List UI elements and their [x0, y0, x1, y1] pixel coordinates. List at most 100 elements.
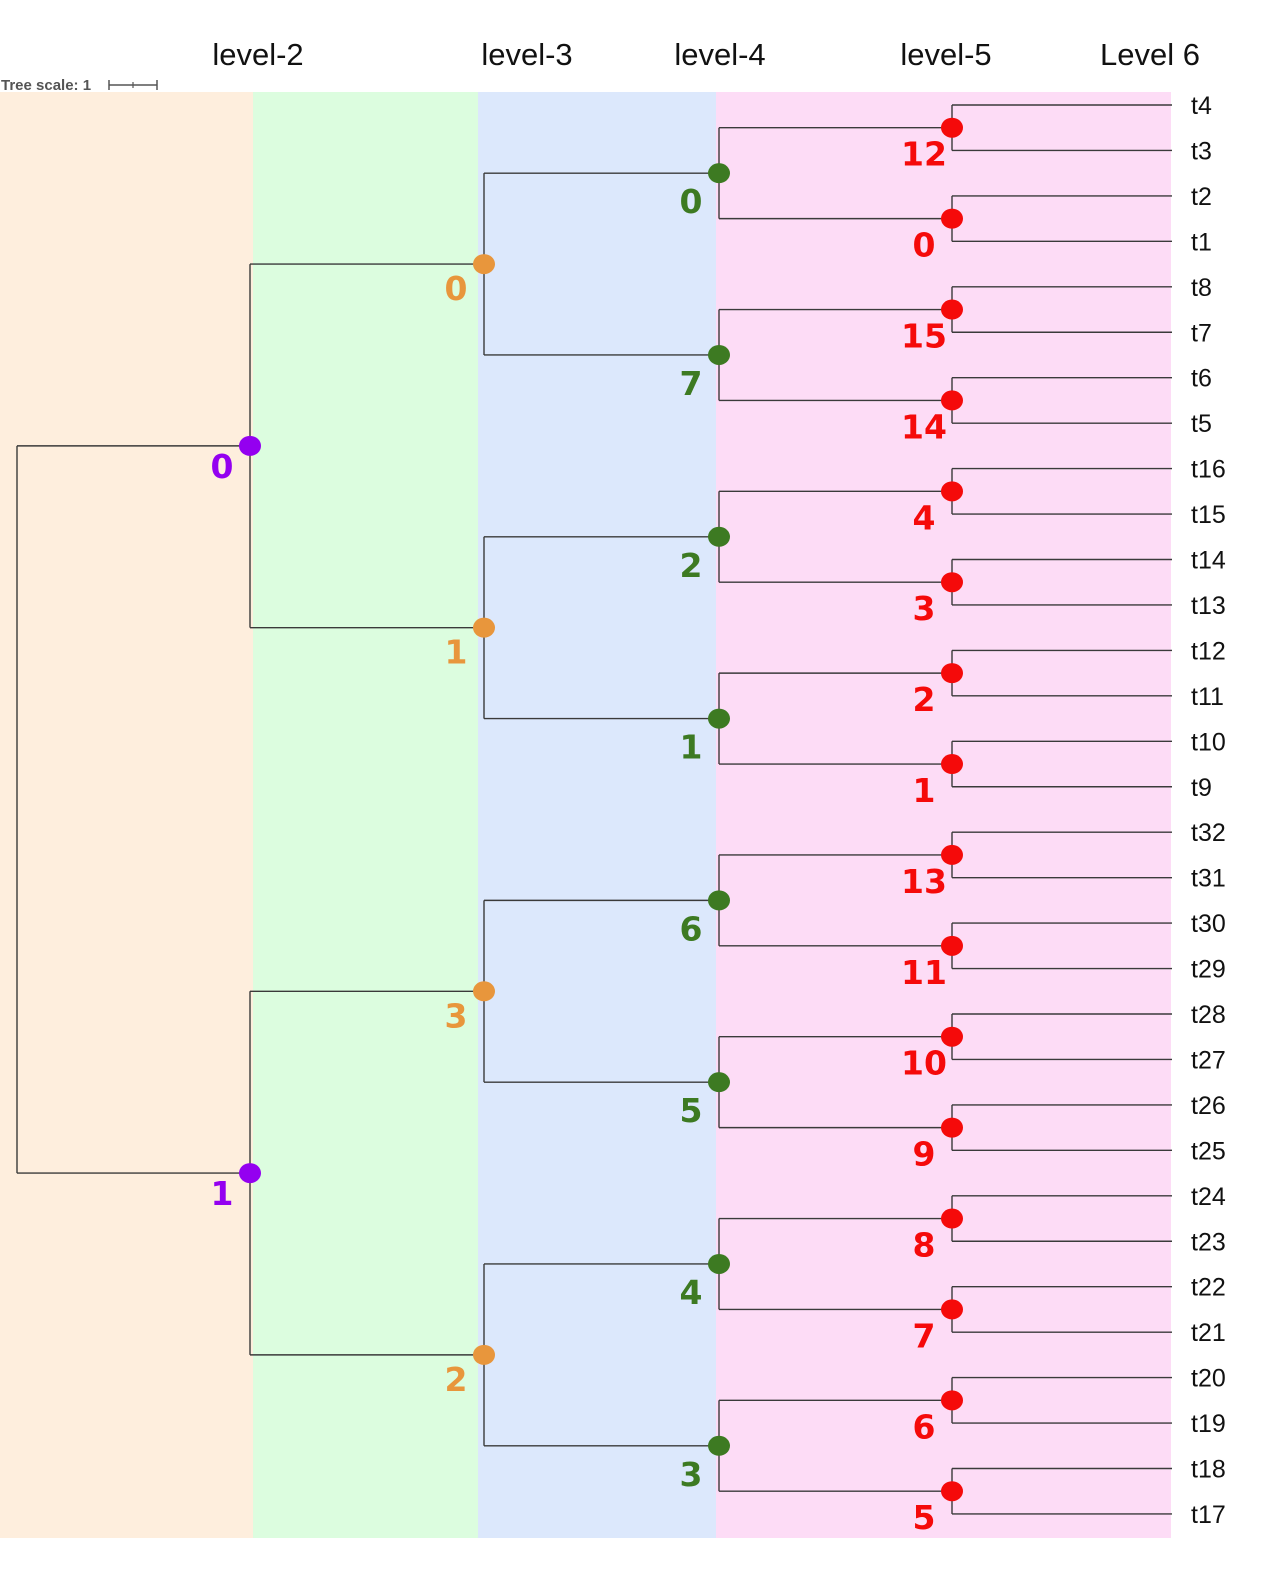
- tree-scale-label: Tree scale: 1: [1, 77, 91, 94]
- node-label-level-5: 4: [913, 498, 936, 537]
- level-band-5: [716, 92, 1171, 1538]
- level-header-3: level-3: [481, 37, 572, 72]
- leaf-label: t12: [1191, 637, 1226, 665]
- node-label-level-2: 1: [211, 1174, 234, 1213]
- leaf-label: t28: [1191, 1001, 1226, 1029]
- leaf-label: t8: [1191, 274, 1212, 302]
- node-label-level-4: 1: [680, 728, 703, 767]
- node-marker-level-5: [941, 844, 963, 865]
- leaf-label: t18: [1191, 1456, 1226, 1484]
- node-label-level-5: 7: [913, 1316, 936, 1355]
- node-label-level-4: 5: [680, 1091, 703, 1130]
- node-marker-level-4: [708, 344, 730, 365]
- node-marker-level-5: [941, 572, 963, 593]
- node-label-level-5: 8: [913, 1226, 936, 1265]
- leaf-label: t1: [1191, 228, 1212, 256]
- node-marker-level-5: [941, 299, 963, 320]
- leaf-label: t20: [1191, 1365, 1226, 1393]
- leaf-label: t24: [1191, 1183, 1226, 1211]
- leaf-label: t23: [1191, 1228, 1226, 1256]
- node-marker-level-5: [941, 1390, 963, 1411]
- node-label-level-4: 0: [680, 182, 703, 221]
- node-label-level-5: 11: [901, 953, 947, 992]
- leaf-label: t29: [1191, 956, 1226, 984]
- node-label-level-3: 3: [445, 996, 468, 1035]
- node-label-level-5: 5: [913, 1498, 936, 1537]
- node-marker-level-5: [941, 390, 963, 411]
- leaf-label: t10: [1191, 728, 1226, 756]
- node-marker-level-5: [941, 935, 963, 956]
- leaf-labels: t4 t3 t2 t1 t8 t7 t6 t5 t16 t15 t14 t13 t12 t11 t10 t9 t…: [1191, 92, 1226, 1529]
- node-marker-level-4: [708, 526, 730, 547]
- node-label-level-5: 13: [901, 862, 947, 901]
- node-marker-level-4: [708, 708, 730, 729]
- leaf-label: t4: [1191, 92, 1212, 120]
- leaf-label: t25: [1191, 1137, 1226, 1165]
- leaf-label: t22: [1191, 1274, 1226, 1302]
- node-marker-level-4: [708, 890, 730, 911]
- level-headers: level-2 level-3 level-4 level-5 Level 6: [212, 37, 1200, 72]
- node-label-level-5: 14: [901, 407, 947, 446]
- node-label-level-3: 1: [445, 633, 468, 672]
- tree-scale-bar-icon: [108, 80, 158, 90]
- node-label-level-5: 15: [901, 317, 947, 356]
- node-marker-level-5: [941, 1481, 963, 1502]
- leaf-label: t30: [1191, 910, 1226, 938]
- leaf-label: t2: [1191, 183, 1212, 211]
- leaf-label: t15: [1191, 501, 1226, 529]
- node-marker-level-3: [473, 981, 495, 1002]
- node-label-level-5: 6: [913, 1407, 936, 1446]
- leaf-label: t32: [1191, 819, 1226, 847]
- node-marker-level-4: [708, 163, 730, 184]
- leaf-label: t21: [1191, 1319, 1226, 1347]
- level-band-4: [478, 92, 716, 1538]
- leaf-label: t26: [1191, 1092, 1226, 1120]
- node-marker-level-3: [473, 1344, 495, 1365]
- node-label-level-4: 7: [680, 364, 703, 403]
- level-header-4: level-4: [674, 37, 765, 72]
- node-marker-level-3: [473, 617, 495, 638]
- level-band-3: [253, 92, 478, 1538]
- node-label-level-4: 3: [680, 1455, 703, 1494]
- node-marker-level-4: [708, 1072, 730, 1093]
- node-marker-level-4: [708, 1435, 730, 1456]
- node-label-level-5: 9: [913, 1135, 936, 1174]
- tree-nodes: [239, 117, 963, 1502]
- leaf-label: t3: [1191, 137, 1212, 165]
- leaf-label: t14: [1191, 547, 1226, 575]
- tree-edges: [16, 104, 1172, 1515]
- node-marker-level-2: [239, 1163, 261, 1184]
- node-label-level-5: 2: [913, 680, 936, 719]
- node-marker-level-5: [941, 1117, 963, 1138]
- node-marker-level-5: [941, 208, 963, 229]
- node-marker-level-3: [473, 254, 495, 275]
- leaf-label: t17: [1191, 1501, 1226, 1529]
- node-label-level-2: 0: [211, 447, 234, 486]
- leaf-label: t31: [1191, 865, 1226, 893]
- node-label-level-5: 1: [913, 771, 936, 810]
- leaf-label: t6: [1191, 365, 1212, 393]
- node-label-level-3: 2: [445, 1360, 468, 1399]
- leaf-label: t19: [1191, 1410, 1226, 1438]
- node-marker-level-5: [941, 1208, 963, 1229]
- node-marker-level-4: [708, 1253, 730, 1274]
- leaf-label: t9: [1191, 774, 1212, 802]
- node-marker-level-5: [941, 481, 963, 502]
- node-marker-level-5: [941, 663, 963, 684]
- leaf-label: t5: [1191, 410, 1212, 438]
- node-marker-level-5: [941, 754, 963, 775]
- level-header-6: Level 6: [1100, 37, 1200, 72]
- level-band-2: [0, 92, 253, 1538]
- node-label-level-5: 3: [913, 589, 936, 628]
- leaf-label: t7: [1191, 319, 1212, 347]
- node-label-level-4: 2: [680, 546, 703, 585]
- leaf-label: t16: [1191, 456, 1226, 484]
- node-label-level-5: 0: [913, 226, 936, 265]
- node-marker-level-5: [941, 1299, 963, 1320]
- node-label-level-3: 0: [445, 269, 468, 308]
- level-bands: [0, 92, 1171, 1538]
- node-label-level-5: 12: [901, 135, 947, 174]
- leaf-label: t11: [1191, 683, 1224, 711]
